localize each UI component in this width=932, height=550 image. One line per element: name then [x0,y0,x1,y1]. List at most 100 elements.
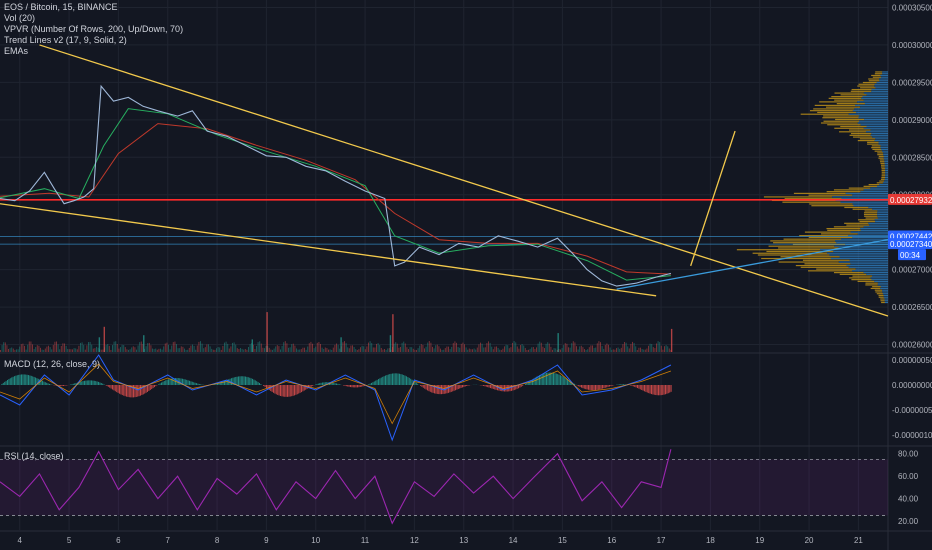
vpvr-bar-down [868,78,880,80]
vpvr-bar-up [879,184,888,186]
volume-bar [89,341,91,352]
volume-bar [193,345,195,352]
volume-bar [171,345,173,352]
legend-vpvr[interactable]: VPVR (Number Of Rows, 200, Up/Down, 70) [4,24,184,34]
macd-hist-bar [250,378,252,385]
vpvr-bar-up [871,90,888,92]
macd-hist-bar [147,385,148,392]
volume-bar [129,349,131,352]
volume-bar [291,344,293,352]
vpvr-bar-down [836,103,865,105]
price-axis-tick: 0.00030500 [892,3,932,12]
macd-hist-bar [553,372,554,385]
volume-bar [142,344,144,352]
vpvr-bar-up [858,120,888,122]
macd-hist-bar [404,375,406,385]
macd-hist-bar [107,385,109,387]
volume-bar [243,349,245,352]
vpvr-bar-down [826,191,861,193]
macd-hist-bar [350,385,351,388]
volume-bar [113,341,115,352]
volume-bar [430,342,432,352]
macd-hist-bar [40,380,42,385]
volume-bar [556,349,558,352]
volume-bar [308,343,310,352]
legend-emas[interactable]: EMAs [4,46,29,56]
macd-hist-bar [257,382,259,385]
macd-hist-bar [396,373,398,385]
macd-hist-bar [148,385,150,391]
volume-bar [326,348,328,352]
volume-bar [670,349,672,352]
volume-bar [86,345,88,352]
vpvr-bar-up [883,155,888,158]
volume-bar [363,346,365,352]
volume-bar [371,343,373,352]
macd-hist-bar [266,385,267,389]
volume-bar [627,346,629,352]
macd-hist-bar [399,373,400,385]
vpvr-bar-up [884,159,888,161]
volume-bar [542,346,544,352]
vpvr-bar-down [770,240,836,242]
vpvr-bar-down [833,189,864,191]
macd-hist-bar [187,380,189,385]
volume-bar [348,348,350,352]
volume-bar [80,342,81,352]
macd-title[interactable]: MACD (12, 26, close, 9) [4,359,101,369]
vpvr-bar-down [804,231,851,233]
time-axis-tick: 20 [805,536,814,545]
legend-vol[interactable]: Vol (20) [4,13,36,23]
volume-bar [22,343,24,352]
vpvr-bar-down [834,92,864,94]
vpvr-bar-up [876,81,888,84]
vpvr-bar-down [879,159,885,161]
volume-bar [435,345,437,352]
volume-bar [92,348,94,352]
macd-hist-bar [352,385,354,388]
vpvr-bar-down [872,76,882,78]
macd-hist-bar [193,382,195,385]
volume-bar [523,345,525,352]
symbol-title[interactable]: EOS / Bitcoin, 15, BINANCE [4,2,118,12]
time-axis-tick: 21 [854,536,863,545]
volume-bar [473,348,475,352]
vpvr-bar-down [879,161,885,163]
macd-hist-bar [428,385,430,392]
volume-bar [3,342,5,352]
macd-hist-bar [93,380,95,385]
rsi-line [0,449,672,525]
rsi-title[interactable]: RSI (14, close) [4,451,64,461]
macd-hist-bar [532,379,533,385]
macd-hist-bar [303,385,305,391]
resistance-badge-bg [888,193,932,205]
volume-bar [17,349,19,352]
price-axis-tick: 0.00028500 [892,153,932,162]
volume-bar [272,349,273,352]
volume-bar [510,347,512,352]
volume-bar [561,348,563,352]
vpvr-bar-up [882,73,888,75]
volume-bar [190,345,192,352]
macd-hist-bar [578,385,580,387]
macd-hist-bar [648,385,650,394]
volume-bar [440,348,441,352]
vpvr-bar-up [856,111,888,114]
macd-hist-bar [194,382,196,385]
volume-bar [73,348,75,352]
volume-bar [558,349,560,352]
legend-trendlines[interactable]: Trend Lines v2 (17, 9, Solid, 2) [4,35,127,45]
volume-bar [254,348,256,352]
volume-bar [606,343,608,352]
vpvr-bar-up [836,242,888,244]
vpvr-bar-up [863,99,888,101]
macd-hist-bar [520,385,522,387]
vpvr-bar-down [802,259,850,261]
vpvr-bar-down [867,143,879,145]
volume-bar [374,347,376,352]
macd-hist-bar [140,385,141,396]
macd-hist-bar [414,381,416,385]
macd-hist-bar [33,376,35,385]
macd-hist-bar [373,381,375,385]
